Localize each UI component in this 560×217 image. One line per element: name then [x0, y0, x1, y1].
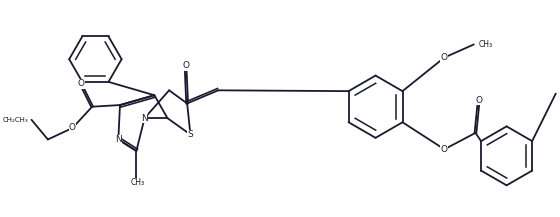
Text: O: O [475, 96, 482, 105]
Text: CH₃: CH₃ [479, 40, 493, 49]
Text: N: N [115, 135, 122, 144]
Text: S: S [188, 130, 193, 139]
Text: O: O [69, 123, 76, 133]
Text: O: O [441, 53, 448, 62]
Text: CH₂CH₃: CH₂CH₃ [3, 117, 29, 123]
Text: O: O [441, 145, 448, 154]
Text: O: O [182, 61, 189, 70]
Text: I: I [559, 89, 560, 98]
Text: CH₃: CH₃ [130, 178, 144, 187]
Text: O: O [77, 79, 84, 88]
Text: N: N [141, 114, 148, 123]
